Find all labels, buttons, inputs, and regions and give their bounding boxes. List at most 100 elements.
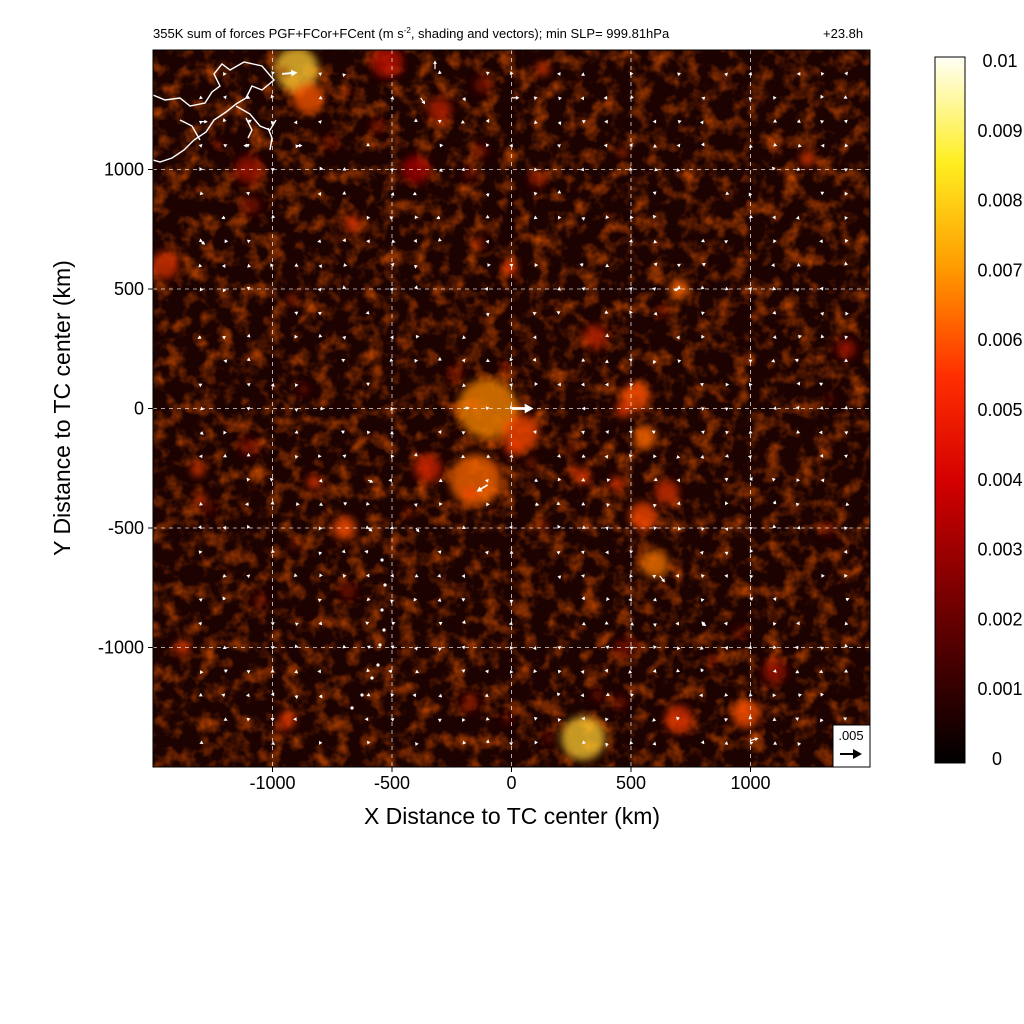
force-vector [508, 525, 513, 530]
force-vector [725, 382, 730, 387]
force-vector [844, 261, 848, 266]
force-vector [509, 357, 514, 362]
hotspot [292, 81, 325, 114]
force-vector [534, 381, 539, 386]
force-vector [246, 357, 251, 362]
force-vector [772, 406, 777, 410]
force-vector [557, 382, 561, 387]
force-vector [724, 551, 729, 556]
force-vector [270, 382, 275, 387]
plot-area [153, 50, 870, 767]
force-vector [389, 287, 394, 292]
force-vector [294, 644, 299, 649]
force-vector [223, 359, 228, 364]
force-vector [366, 215, 371, 220]
force-vector [795, 669, 800, 674]
force-vector [246, 524, 251, 529]
force-vector [700, 574, 705, 579]
force-vector [198, 454, 203, 459]
force-vector [438, 478, 443, 483]
force-vector [557, 645, 562, 650]
force-vector [222, 645, 227, 650]
force-vector [821, 573, 825, 578]
hotspot-small [708, 656, 717, 665]
force-vector [246, 239, 251, 244]
force-vector [319, 166, 324, 171]
hotspot-small [340, 583, 356, 599]
force-vector [485, 143, 490, 148]
force-vector-large [420, 97, 426, 105]
force-vector [485, 478, 489, 483]
force-vector [653, 645, 657, 650]
force-vector [318, 478, 323, 483]
force-vector [724, 741, 729, 745]
hotspot [628, 502, 657, 531]
force-vector [342, 73, 347, 78]
force-vector [342, 454, 347, 459]
colorbar: 0.01 0.009 0.008 0.007 0.006 0.005 0.004 0.003 0… [934, 51, 1023, 769]
force-vector [677, 72, 681, 77]
force-vector [628, 167, 633, 171]
force-vector [438, 621, 443, 626]
force-vector [605, 263, 610, 268]
force-vector [700, 430, 705, 435]
force-vector [604, 119, 608, 124]
hotspot-small [214, 140, 222, 148]
force-vector [797, 143, 802, 148]
force-vector [845, 597, 850, 602]
force-vector [437, 356, 442, 361]
force-vector [676, 143, 681, 148]
force-vector-large [433, 60, 437, 70]
force-vector [772, 597, 777, 602]
force-vector [700, 285, 705, 290]
hotspot-small [821, 524, 833, 536]
force-vector [534, 120, 538, 125]
force-vector [699, 382, 704, 387]
force-vector [581, 430, 585, 435]
force-vector [366, 645, 371, 650]
force-vector [844, 143, 849, 148]
coastline-segment [153, 61, 275, 163]
force-vector [484, 550, 489, 555]
force-vector [437, 237, 442, 242]
force-vector [509, 550, 514, 554]
force-vector-large [200, 240, 206, 245]
force-vector [843, 717, 848, 721]
force-vector [389, 168, 394, 172]
force-vector [199, 191, 204, 196]
hotspot-small [614, 641, 629, 656]
force-vector [318, 264, 323, 269]
force-vector [199, 238, 203, 243]
force-vector [651, 430, 656, 435]
force-vector [197, 335, 202, 339]
force-vector [795, 502, 800, 507]
force-vector [699, 120, 704, 125]
hotspot-small [324, 136, 337, 149]
force-vector [534, 478, 539, 482]
force-vector [509, 741, 513, 746]
island-dot [380, 608, 384, 612]
force-vector [676, 285, 681, 290]
force-vector [390, 95, 395, 100]
hotspot [561, 716, 606, 761]
force-vector [437, 573, 441, 578]
force-vector [675, 573, 680, 578]
force-vector [438, 168, 443, 172]
force-vector [748, 192, 753, 197]
force-vector [437, 718, 442, 723]
hotspot [731, 700, 760, 729]
force-vector [366, 430, 371, 435]
hotspot-small [346, 89, 353, 96]
force-vector [485, 239, 490, 244]
hotspot-small [615, 400, 633, 418]
force-vector [773, 119, 778, 123]
hotspot-small [529, 171, 546, 188]
force-vector [485, 358, 490, 363]
force-vector [462, 740, 467, 745]
force-vector [414, 452, 418, 457]
force-vector [320, 406, 325, 411]
force-vector [580, 693, 585, 698]
force-vector [533, 716, 538, 721]
force-vector [604, 454, 609, 459]
force-vector [796, 478, 801, 483]
